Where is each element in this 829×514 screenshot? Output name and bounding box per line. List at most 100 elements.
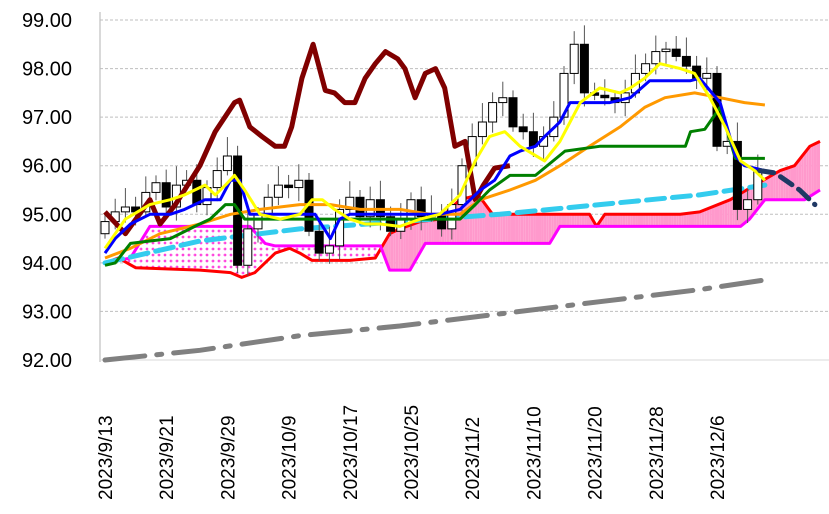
cloud-bearish-segment — [194, 226, 197, 271]
cloud-bullish-segment — [655, 214, 659, 227]
ichimoku-cloud — [105, 141, 821, 278]
cloud-bullish-segment — [477, 195, 480, 244]
cloud-bullish-segment — [617, 214, 621, 227]
candle-body-up — [243, 228, 253, 266]
cloud-bearish-segment — [260, 238, 264, 268]
cloud-bullish-segment — [411, 223, 414, 269]
y-axis-labels: 92.00 93.00 94.00 95.00 96.00 97.00 98.00 99.00 — [22, 10, 72, 372]
cloud-bullish-segment — [482, 200, 485, 244]
candle-body-up — [743, 199, 753, 210]
candle — [671, 36, 681, 62]
candle-body-down — [579, 43, 589, 94]
cloud-bearish-segment — [156, 226, 159, 269]
cloud-bullish-segment — [413, 223, 417, 264]
cloud-bullish-segment — [497, 214, 501, 244]
cloud-bullish-segment — [564, 214, 567, 227]
cloud-bearish-segment — [222, 226, 225, 273]
y-tick-label: 93.00 — [22, 301, 72, 323]
cloud-bearish-segment — [334, 245, 338, 261]
candle — [161, 169, 171, 218]
cloud-bearish-segment — [150, 226, 154, 269]
cloud-bullish-segment — [416, 222, 419, 260]
cloud-bearish-segment — [204, 226, 207, 271]
cloud-bullish-segment — [813, 143, 817, 194]
candle-body-up — [569, 43, 579, 74]
x-tick-label: 2023/11/20 — [586, 406, 607, 500]
candle-body-down — [161, 182, 171, 208]
cloud-bullish-segment — [546, 214, 549, 244]
cloud-bullish-segment — [660, 214, 664, 227]
cloud-bullish-segment — [673, 214, 677, 227]
cloud-bearish-segment — [347, 245, 350, 261]
cloud-bullish-segment — [569, 214, 572, 227]
y-tick-label: 96.00 — [22, 156, 72, 178]
cloud-bearish-segment — [212, 226, 215, 272]
cloud-bullish-segment — [627, 214, 631, 227]
cloud-bullish-segment — [694, 212, 697, 227]
cloud-bullish-segment — [390, 232, 394, 271]
cloud-bullish-segment — [579, 214, 582, 227]
candle — [528, 112, 538, 157]
cloud-bullish-segment — [456, 200, 460, 244]
cloud-bearish-segment — [227, 226, 230, 273]
cloud-bearish-segment — [199, 226, 202, 271]
candle — [120, 188, 130, 223]
cloud-bullish-segment — [571, 214, 575, 227]
cloud-bullish-segment — [719, 202, 723, 227]
cloud-bullish-segment — [727, 199, 730, 227]
cloud-bullish-segment — [801, 154, 804, 200]
cloud-bullish-segment — [533, 214, 536, 244]
candle-body-up — [488, 102, 498, 123]
candle-body-down — [671, 48, 681, 57]
candle — [753, 154, 763, 205]
cloud-bullish-segment — [780, 169, 784, 200]
y-tick-label: 99.00 — [22, 10, 72, 32]
cloud-bullish-segment — [581, 214, 585, 227]
cloud-bearish-segment — [178, 226, 182, 270]
candle — [243, 212, 253, 276]
candle — [324, 226, 334, 264]
x-tick-label: 2023/10/9 — [280, 415, 301, 500]
cloud-bullish-segment — [615, 214, 618, 227]
cloud-bearish-segment — [184, 226, 187, 270]
cloud-bullish-segment — [612, 214, 615, 227]
x-tick-label: 2023/10/17 — [341, 405, 362, 500]
cloud-bearish-segment — [370, 245, 373, 259]
y-tick-label: 97.00 — [22, 107, 72, 129]
candle — [579, 25, 589, 107]
candle-body-up — [253, 213, 263, 230]
cloud-bearish-segment — [219, 226, 223, 272]
candle — [488, 92, 498, 133]
cloud-bullish-segment — [405, 225, 409, 271]
x-tick-label: 2023/9/13 — [96, 415, 117, 500]
cloud-bullish-segment — [548, 214, 552, 244]
cloud-bullish-segment — [543, 214, 547, 244]
y-tick-label: 98.00 — [22, 59, 72, 81]
cloud-bullish-segment — [433, 219, 437, 244]
cloud-bullish-segment — [796, 160, 799, 200]
x-tick-label: 2023/11/28 — [647, 406, 668, 500]
cloud-bullish-segment — [400, 227, 404, 271]
cloud-bullish-segment — [678, 214, 682, 227]
candle — [743, 189, 753, 224]
cloud-bearish-segment — [365, 245, 368, 259]
cloud-bearish-segment — [263, 241, 266, 265]
cloud-bullish-segment — [403, 226, 406, 271]
cloud-bullish-segment — [426, 220, 429, 244]
candle — [661, 41, 671, 66]
candle-body-down — [732, 140, 742, 210]
x-tick-label: 2023/9/21 — [157, 415, 178, 500]
cloud-bearish-segment — [367, 245, 371, 259]
cloud-bullish-segment — [500, 214, 503, 244]
y-tick-label: 94.00 — [22, 253, 72, 275]
cloud-bullish-segment — [630, 214, 633, 227]
cloud-bullish-segment — [808, 145, 812, 198]
cloud-bearish-segment — [176, 226, 179, 270]
cloud-bullish-segment — [388, 233, 391, 271]
candle-body-down — [508, 97, 518, 128]
cloud-bearish-segment — [181, 226, 185, 270]
cloud-bullish-segment — [637, 214, 641, 227]
cloud-bullish-segment — [561, 214, 564, 227]
cloud-bullish-segment — [604, 214, 608, 227]
candle-body-down — [314, 230, 324, 254]
